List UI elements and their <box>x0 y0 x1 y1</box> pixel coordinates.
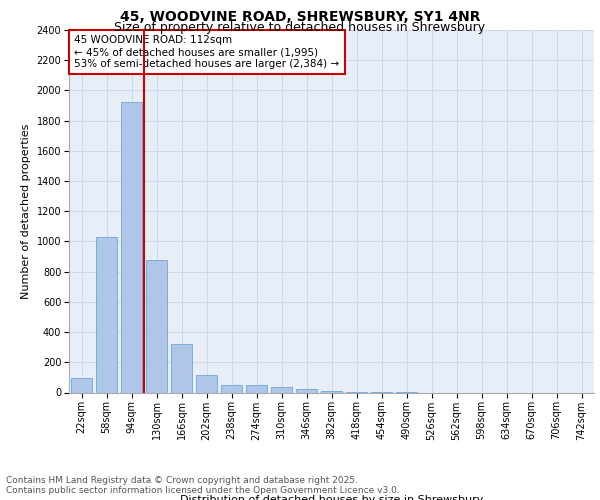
Bar <box>146 260 167 392</box>
Bar <box>121 102 142 393</box>
X-axis label: Distribution of detached houses by size in Shrewsbury: Distribution of detached houses by size … <box>180 495 483 500</box>
Bar <box>171 344 192 393</box>
Bar <box>246 385 267 392</box>
Text: Contains HM Land Registry data © Crown copyright and database right 2025.: Contains HM Land Registry data © Crown c… <box>6 476 358 485</box>
Text: Size of property relative to detached houses in Shrewsbury: Size of property relative to detached ho… <box>115 21 485 34</box>
Bar <box>321 391 342 392</box>
Text: Contains public sector information licensed under the Open Government Licence v3: Contains public sector information licen… <box>6 486 400 495</box>
Bar <box>96 237 117 392</box>
Bar <box>71 378 92 392</box>
Y-axis label: Number of detached properties: Number of detached properties <box>21 124 31 299</box>
Text: 45, WOODVINE ROAD, SHREWSBURY, SY1 4NR: 45, WOODVINE ROAD, SHREWSBURY, SY1 4NR <box>120 10 480 24</box>
Bar <box>296 390 317 392</box>
Bar <box>271 387 292 392</box>
Bar <box>221 384 242 392</box>
Text: 45 WOODVINE ROAD: 112sqm
← 45% of detached houses are smaller (1,995)
53% of sem: 45 WOODVINE ROAD: 112sqm ← 45% of detach… <box>74 36 340 68</box>
Bar <box>196 375 217 392</box>
